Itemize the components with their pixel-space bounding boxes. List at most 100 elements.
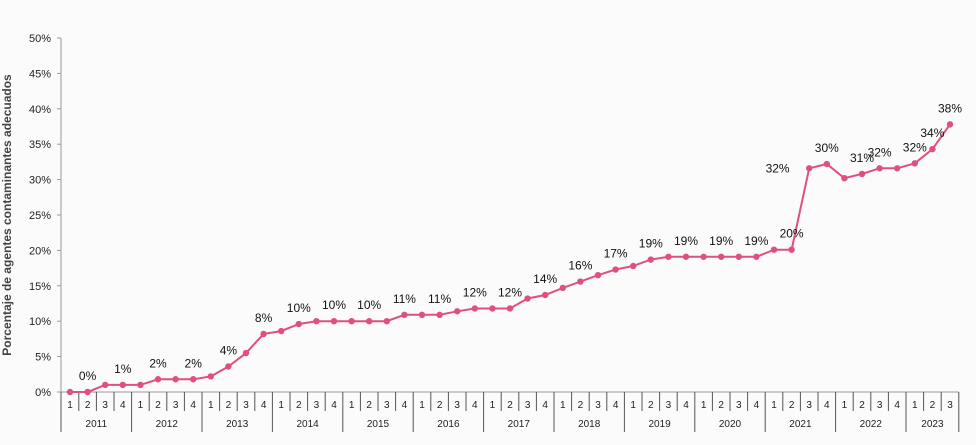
data-point <box>260 330 267 338</box>
quarter-label: 3 <box>947 400 953 411</box>
y-axis-label: Porcentaje de agentes contaminantes adec… <box>0 74 14 356</box>
data-label: 19% <box>744 234 768 248</box>
quarter-label: 3 <box>595 400 601 411</box>
y-axis: 0% 5% 10% 15% 20% 25% 30% 35% 40% 45% 50% <box>29 33 62 399</box>
y-tick-label: 50% <box>29 33 51 45</box>
quarter-label: 4 <box>190 400 196 411</box>
data-point <box>630 262 637 270</box>
data-point <box>454 308 461 315</box>
data-point <box>102 381 109 389</box>
data-point <box>929 145 936 153</box>
data-label: 12% <box>463 285 487 299</box>
quarter-label: 3 <box>173 400 179 411</box>
data-label: 2% <box>185 356 203 370</box>
series-layer <box>66 121 954 396</box>
data-label: 19% <box>674 234 698 248</box>
y-tick-label: 15% <box>29 281 51 293</box>
year-label: 2021 <box>789 419 812 430</box>
data-label: 12% <box>498 285 522 299</box>
y-tick-label: 45% <box>29 68 51 80</box>
year-label: 2012 <box>156 419 179 430</box>
quarter-label: 3 <box>454 400 460 411</box>
data-point <box>682 253 690 260</box>
quarter-label: 2 <box>226 400 232 411</box>
year-label: 2015 <box>367 419 390 430</box>
quarter-label: 4 <box>683 400 689 411</box>
quarter-label: 3 <box>666 400 672 411</box>
data-point <box>137 381 144 389</box>
quarter-label: 1 <box>208 400 214 411</box>
data-point <box>295 320 302 328</box>
data-point <box>471 305 478 312</box>
quarter-label: 1 <box>630 400 636 411</box>
quarter-label: 3 <box>243 400 249 411</box>
y-tick-label: 10% <box>29 316 51 328</box>
year-label: 2022 <box>860 419 883 430</box>
data-point <box>911 160 918 167</box>
data-point <box>348 318 355 325</box>
year-label: 2023 <box>921 419 944 430</box>
quarter-label: 2 <box>859 400 865 411</box>
quarter-label: 4 <box>824 400 830 411</box>
quarter-label: 2 <box>437 400 443 411</box>
data-label: 10% <box>357 298 381 312</box>
quarter-label: 2 <box>789 400 795 411</box>
quarter-label: 1 <box>912 400 918 411</box>
data-label: 11% <box>393 292 416 306</box>
data-point <box>489 305 496 312</box>
year-label: 2014 <box>296 419 319 430</box>
data-label: 10% <box>322 298 346 312</box>
quarter-label: 3 <box>102 400 108 411</box>
data-label: 4% <box>220 344 238 358</box>
data-point <box>577 278 584 285</box>
quarter-label: 1 <box>842 400 848 411</box>
data-label: 0% <box>79 369 97 383</box>
quarter-label: 3 <box>384 400 390 411</box>
quarter-label: 1 <box>349 400 355 411</box>
quarter-label: 2 <box>155 400 161 411</box>
data-point <box>823 160 830 168</box>
data-point <box>946 121 954 128</box>
series-line <box>70 123 951 393</box>
quarter-label: 3 <box>736 400 742 411</box>
data-label: 11% <box>428 292 451 306</box>
data-label: 38% <box>938 101 962 115</box>
data-point <box>313 318 320 325</box>
quarter-label: 2 <box>85 400 91 411</box>
quarter-label: 1 <box>278 400 284 411</box>
y-tick-label: 30% <box>29 175 51 187</box>
quarter-label: 3 <box>877 400 883 411</box>
data-point <box>383 318 390 325</box>
data-label: 34% <box>920 126 944 140</box>
data-label: 8% <box>255 311 273 325</box>
data-point <box>700 253 707 260</box>
data-point <box>770 246 778 253</box>
quarter-label: 2 <box>718 400 724 411</box>
quarter-label: 4 <box>331 400 337 411</box>
year-label: 2011 <box>86 419 108 430</box>
data-point <box>858 170 866 178</box>
data-point <box>612 266 619 273</box>
data-point <box>665 253 672 260</box>
data-point <box>542 291 549 299</box>
year-label: 2019 <box>648 419 671 430</box>
quarter-label: 4 <box>542 400 548 411</box>
quarter-label: 4 <box>894 400 900 411</box>
quarter-label: 4 <box>613 400 619 411</box>
y-tick-label: 5% <box>35 352 51 364</box>
year-label: 2016 <box>437 419 460 430</box>
data-point <box>190 376 197 383</box>
data-label: 2% <box>149 356 167 370</box>
quarter-label: 1 <box>560 400 566 411</box>
data-label: 14% <box>533 272 557 286</box>
data-point <box>225 363 232 370</box>
year-label: 2018 <box>578 419 601 430</box>
data-label: 16% <box>568 259 592 273</box>
data-point <box>172 376 179 383</box>
data-point <box>718 253 725 260</box>
data-label: 1% <box>114 362 132 376</box>
data-label: 32% <box>766 161 790 175</box>
data-label: 31% <box>850 151 874 165</box>
